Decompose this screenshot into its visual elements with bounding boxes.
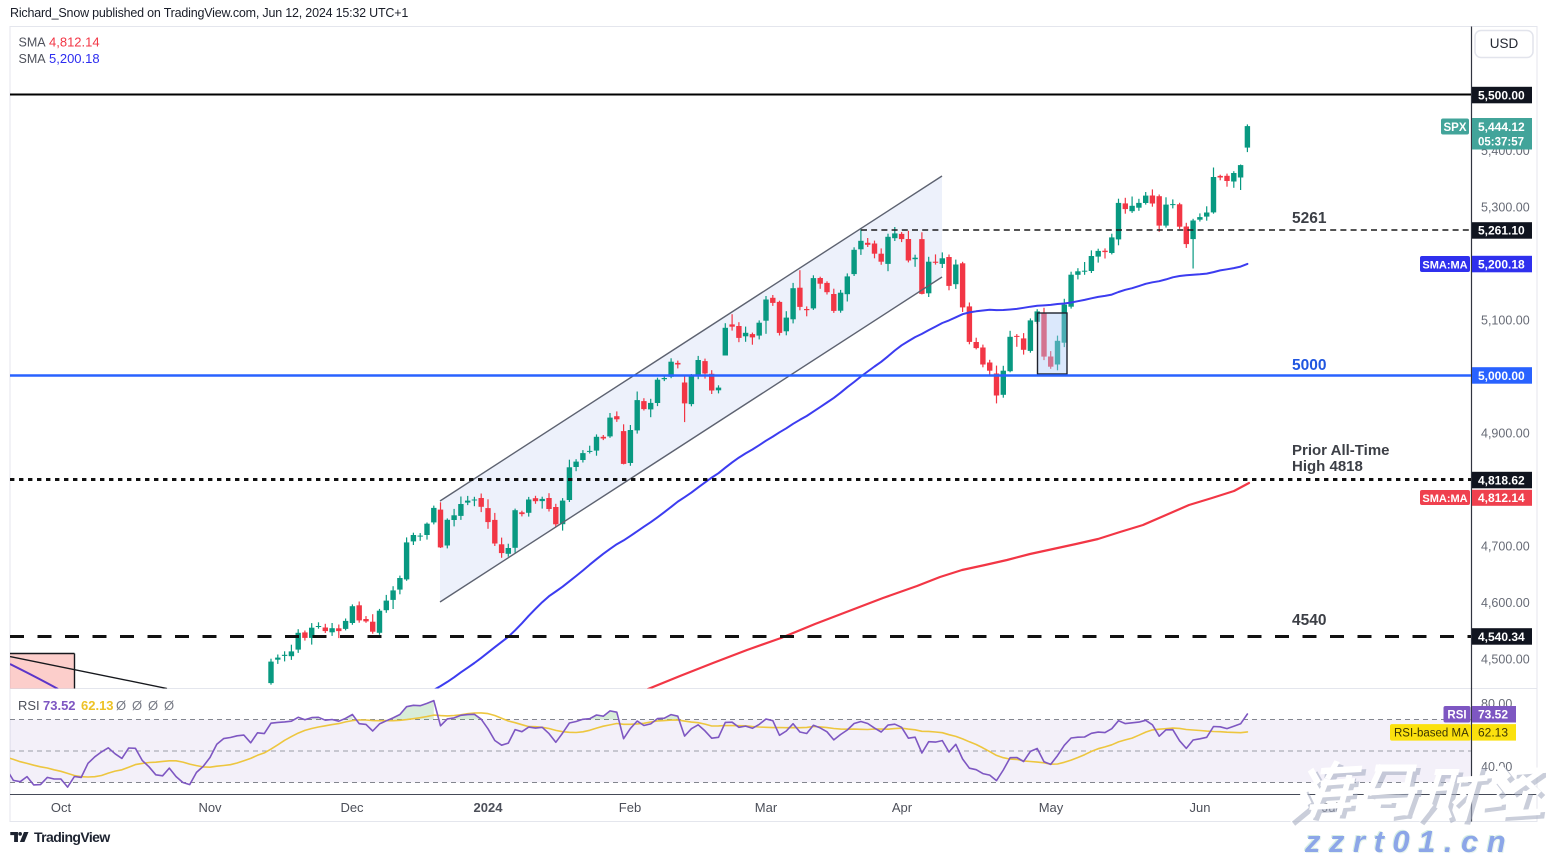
svg-text:Mar: Mar — [755, 800, 778, 815]
svg-text:SMA: SMA — [19, 36, 47, 50]
svg-text:Ø: Ø — [132, 698, 142, 713]
svg-text:Dec: Dec — [340, 800, 364, 815]
svg-text:Jun: Jun — [1190, 800, 1211, 815]
svg-text:4,500.00: 4,500.00 — [1481, 653, 1530, 667]
svg-text:5,200.18: 5,200.18 — [49, 51, 100, 66]
svg-text:Apr: Apr — [892, 800, 913, 815]
svg-text:5261: 5261 — [1292, 210, 1327, 227]
svg-text:Ø: Ø — [148, 698, 158, 713]
svg-text:4,900.00: 4,900.00 — [1481, 427, 1530, 441]
svg-text:4540: 4540 — [1292, 612, 1326, 629]
svg-text:4,812.14: 4,812.14 — [1478, 491, 1525, 505]
svg-text:5,261.10: 5,261.10 — [1478, 224, 1525, 238]
svg-text:RSI: RSI — [1447, 710, 1466, 722]
svg-text:SMA: SMA — [19, 52, 47, 66]
svg-text:Ø: Ø — [164, 698, 174, 713]
svg-text:Nov: Nov — [198, 800, 222, 815]
svg-text:Ø: Ø — [116, 698, 126, 713]
svg-text:5,000.00: 5,000.00 — [1478, 369, 1525, 383]
svg-text:5,300.00: 5,300.00 — [1481, 201, 1530, 215]
svg-text:High 4818: High 4818 — [1292, 458, 1363, 475]
svg-text:4,540.34: 4,540.34 — [1478, 630, 1525, 644]
svg-text:SMA:MA: SMA:MA — [1422, 493, 1467, 505]
svg-text:73.52: 73.52 — [1478, 708, 1508, 722]
svg-text:4,812.14: 4,812.14 — [49, 35, 100, 50]
svg-text:Oct: Oct — [51, 800, 72, 815]
svg-text:5,500.00: 5,500.00 — [1478, 88, 1525, 102]
svg-text:62.13: 62.13 — [1478, 726, 1508, 740]
svg-text:RSI: RSI — [18, 698, 40, 713]
svg-text:Feb: Feb — [619, 800, 641, 815]
svg-text:RSI-based MA: RSI-based MA — [1394, 728, 1469, 740]
svg-text:2024: 2024 — [474, 800, 504, 815]
svg-text:62.13: 62.13 — [81, 698, 114, 713]
svg-text:4,700.00: 4,700.00 — [1481, 540, 1530, 554]
svg-text:SMA:MA: SMA:MA — [1422, 259, 1467, 271]
svg-text:4,818.62: 4,818.62 — [1478, 473, 1525, 487]
svg-text:USD: USD — [1490, 36, 1519, 51]
svg-text:4,600.00: 4,600.00 — [1481, 596, 1530, 610]
svg-text:SPX: SPX — [1443, 122, 1466, 134]
svg-text:05:37:57: 05:37:57 — [1478, 137, 1524, 149]
svg-text:5,200.18: 5,200.18 — [1478, 257, 1525, 271]
svg-text:5000: 5000 — [1292, 357, 1326, 374]
svg-text:73.52: 73.52 — [43, 698, 76, 713]
svg-text:May: May — [1039, 800, 1064, 815]
svg-text:5,444.12: 5,444.12 — [1478, 120, 1525, 134]
svg-text:5,100.00: 5,100.00 — [1481, 314, 1530, 328]
svg-text:Prior All-Time: Prior All-Time — [1292, 442, 1390, 459]
